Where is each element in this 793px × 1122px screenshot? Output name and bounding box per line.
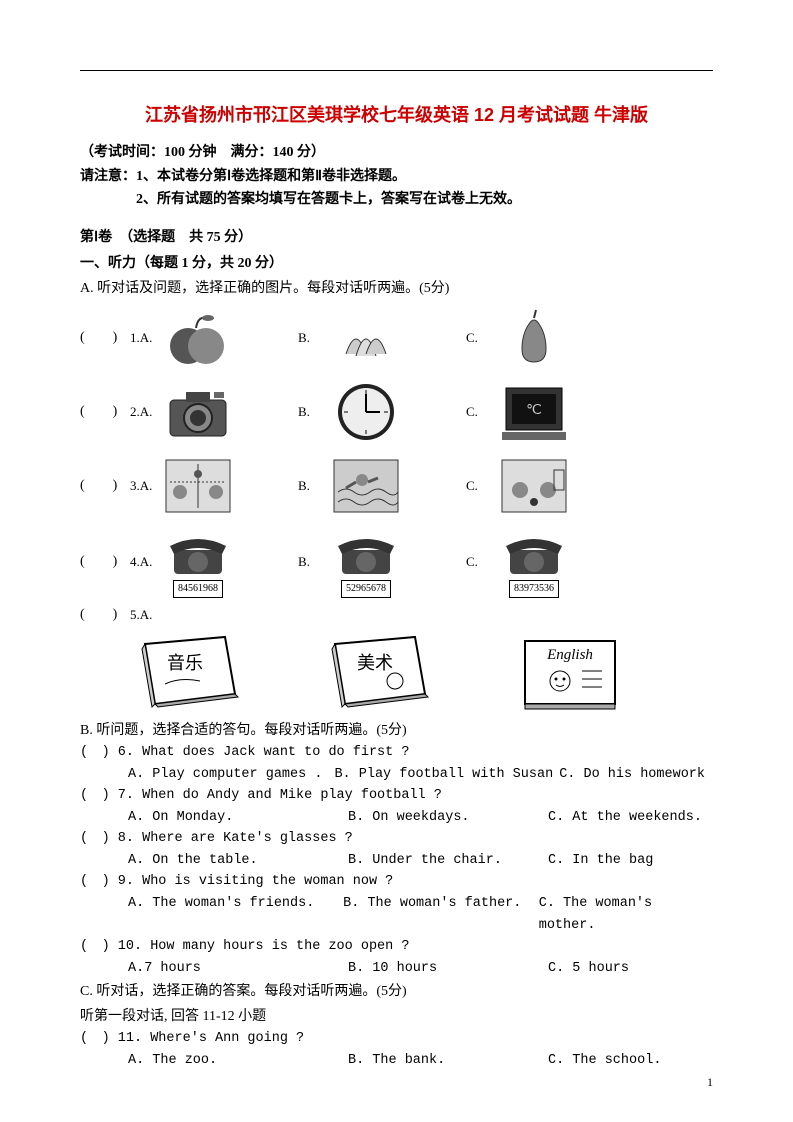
volleyball-icon (158, 452, 238, 520)
phone-number-label: 84561968 (173, 580, 223, 598)
answer-bracket[interactable]: ( ) (80, 327, 130, 349)
listening-header: 一、听力（每题 1 分，共 20 分） (80, 253, 713, 275)
football-icon (494, 452, 574, 520)
option-label: B. (298, 402, 326, 423)
option-label: 4.A. (130, 552, 158, 573)
notice-line-2: 2、所有试题的答案均填写在答题卡上，答案写在试卷上无效。 (136, 189, 713, 211)
option-label: C. (466, 328, 494, 349)
phone-number-label: 52965678 (341, 580, 391, 598)
answer-bracket[interactable]: ( ) (80, 604, 130, 626)
option-label: 5.A. (130, 605, 158, 626)
music-book-icon: 音乐 (130, 629, 250, 714)
svg-text:音乐: 音乐 (167, 653, 203, 673)
option-label: 3.A. (130, 476, 158, 497)
option-label: 1.A. (130, 328, 158, 349)
phone-option-a: 84561968 (158, 526, 238, 598)
question-7: ( ) 7. When do Andy and Mike play footba… (80, 785, 713, 807)
top-rule (80, 70, 713, 71)
answer-bracket[interactable]: ( ) (80, 401, 130, 423)
question-7-options: A. On Monday. B. On weekdays. C. At the … (128, 807, 713, 829)
book-options-row: 音乐 美术 English (130, 629, 713, 714)
phone-option-c: 83973536 (494, 526, 574, 598)
option-label: 2.A. (130, 402, 158, 423)
answer-bracket[interactable]: ( ) (80, 475, 130, 497)
computer-icon: ℃ (494, 378, 574, 446)
option-label: B. (298, 476, 326, 497)
image-row-3: ( ) 3.A. B. C. (80, 452, 713, 520)
question-11-options: A. The zoo. B. The bank. C. The school. (128, 1050, 713, 1072)
pear-icon (494, 304, 574, 372)
phone-number-label: 83973536 (509, 580, 559, 598)
exam-title: 江苏省扬州市邗江区美琪学校七年级英语 12 月考试试题 牛津版 (80, 101, 713, 130)
section-c-sub: 听第一段对话, 回答 11-12 小题 (80, 1006, 713, 1028)
question-10-options: A.7 hours B. 10 hours C. 5 hours (128, 958, 713, 980)
swimming-icon (326, 452, 406, 520)
option-label: B. (298, 552, 326, 573)
option-label: C. (466, 402, 494, 423)
svg-text:℃: ℃ (526, 403, 542, 418)
image-row-5: ( ) 5.A. (80, 604, 713, 626)
question-6-options: A. Play computer games . B. Play footbal… (128, 764, 713, 786)
question-8: ( ) 8. Where are Kate's glasses ? (80, 828, 713, 850)
section-c-instruction: C. 听对话，选择正确的答案。每段对话听两遍。(5分) (80, 981, 713, 1003)
notice-line-1: 请注意：1、本试卷分第Ⅰ卷选择题和第Ⅱ卷非选择题。 (80, 166, 713, 188)
option-label: C. (466, 552, 494, 573)
section-a-instruction: A. 听对话及问题，选择正确的图片。每段对话听两遍。(5分) (80, 278, 713, 300)
part1-header: 第Ⅰ卷 （选择题 共 75 分） (80, 227, 713, 249)
option-label: C. (466, 476, 494, 497)
section-b-instruction: B. 听问题，选择合适的答句。每段对话听两遍。(5分) (80, 720, 713, 742)
exam-info: （考试时间：100 分钟 满分：140 分） (80, 142, 713, 164)
image-row-4: ( ) 4.A. 84561968 B. 52965678 C. 8397353… (80, 526, 713, 598)
svg-text:English: English (546, 647, 593, 663)
clock-icon (326, 378, 406, 446)
camera-icon (158, 378, 238, 446)
image-row-2: ( ) 2.A. B. C. ℃ (80, 378, 713, 446)
svg-text:美术: 美术 (357, 653, 393, 673)
english-book-icon: English (510, 629, 630, 714)
art-book-icon: 美术 (320, 629, 440, 714)
image-row-1: ( ) 1.A. B. C. (80, 304, 713, 372)
question-10: ( ) 10. How many hours is the zoo open ? (80, 936, 713, 958)
question-11: ( ) 11. Where's Ann going ? (80, 1028, 713, 1050)
question-9-options: A. The woman's friends. B. The woman's f… (128, 893, 713, 936)
question-8-options: A. On the table. B. Under the chair. C. … (128, 850, 713, 872)
image-question-grid: ( ) 1.A. B. C. ( ) 2.A. B. C. ℃ ( ) 3.A. (80, 304, 713, 713)
question-9: ( ) 9. Who is visiting the woman now ? (80, 871, 713, 893)
phone-option-b: 52965678 (326, 526, 406, 598)
page-number: 1 (707, 1073, 713, 1092)
question-6: ( ) 6. What does Jack want to do first ? (80, 742, 713, 764)
answer-bracket[interactable]: ( ) (80, 551, 130, 573)
apple-icon (158, 304, 238, 372)
banana-icon (326, 304, 406, 372)
option-label: B. (298, 328, 326, 349)
